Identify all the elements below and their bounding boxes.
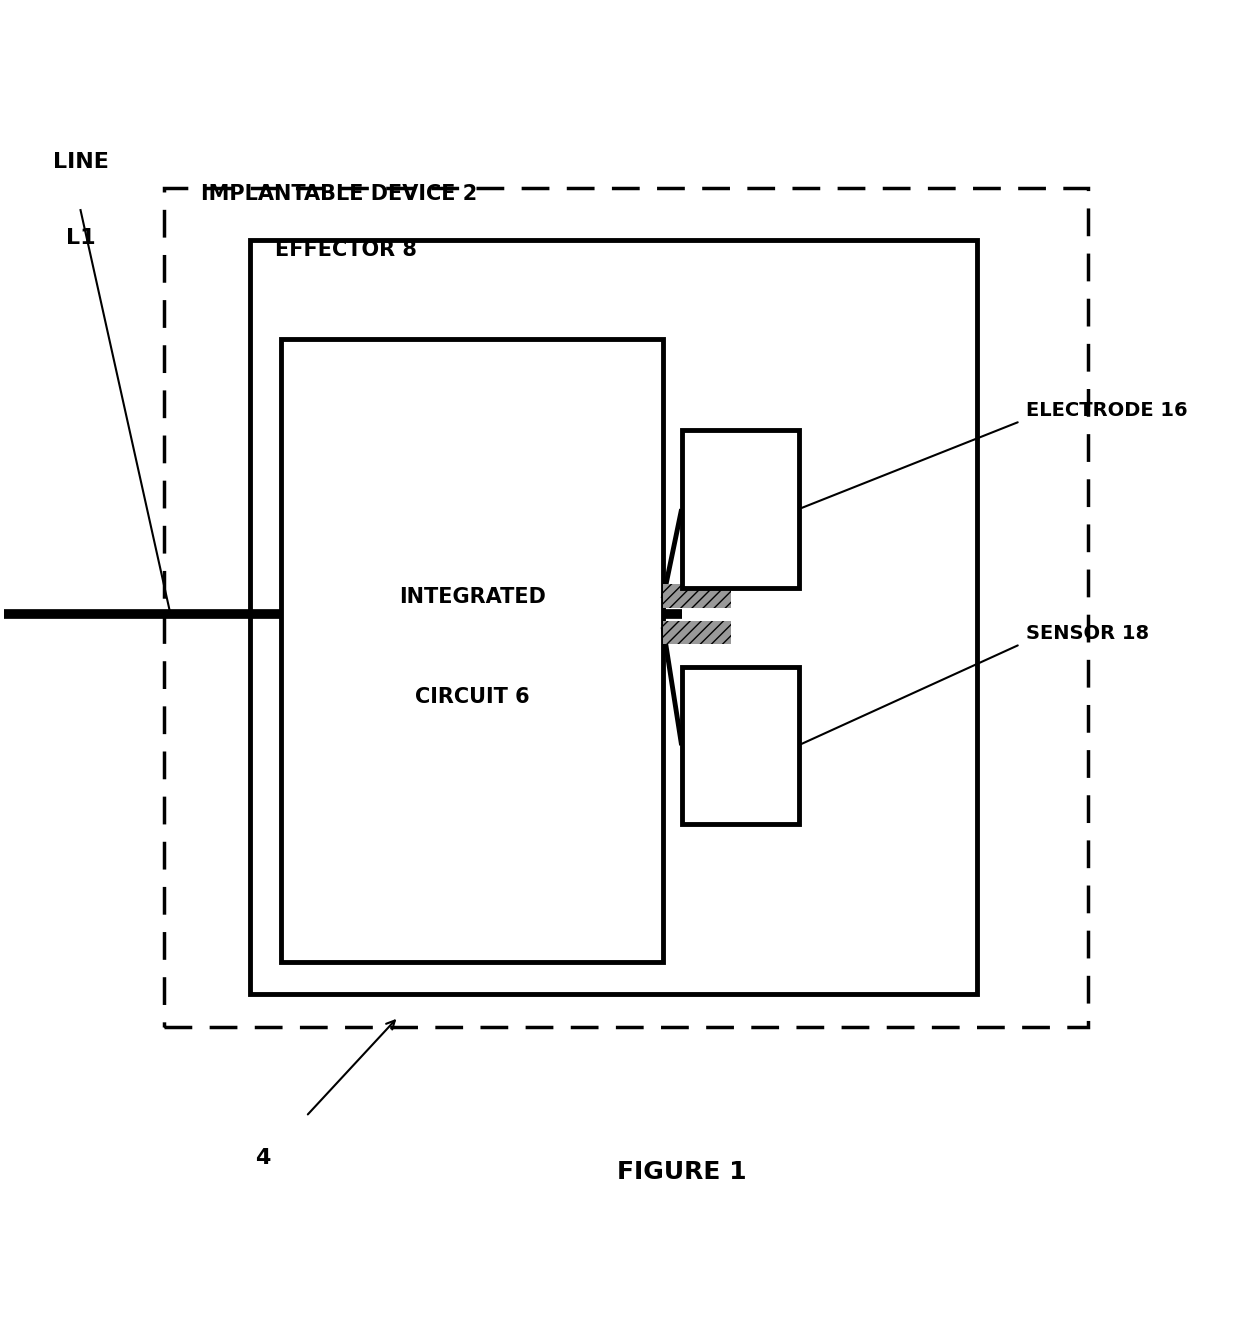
Text: ELECTRODE 16: ELECTRODE 16 (1027, 401, 1188, 420)
Text: INTEGRATED: INTEGRATED (399, 587, 546, 607)
Text: IMPLANTABLE DEVICE 2: IMPLANTABLE DEVICE 2 (201, 183, 477, 203)
Bar (682, 430, 799, 587)
Text: EFFECTOR 8: EFFECTOR 8 (275, 240, 417, 260)
Text: CIRCUIT 6: CIRCUIT 6 (415, 686, 529, 706)
Text: L1: L1 (66, 228, 95, 248)
Bar (663, 620, 730, 644)
Text: 4: 4 (255, 1148, 270, 1168)
Bar (281, 339, 663, 962)
Bar (164, 187, 1087, 1027)
Bar (682, 667, 799, 824)
Text: SENSOR 18: SENSOR 18 (1027, 624, 1149, 643)
Text: FIGURE 1: FIGURE 1 (616, 1159, 746, 1184)
Bar (663, 583, 730, 607)
Bar (250, 240, 977, 994)
Text: LINE: LINE (52, 152, 108, 172)
